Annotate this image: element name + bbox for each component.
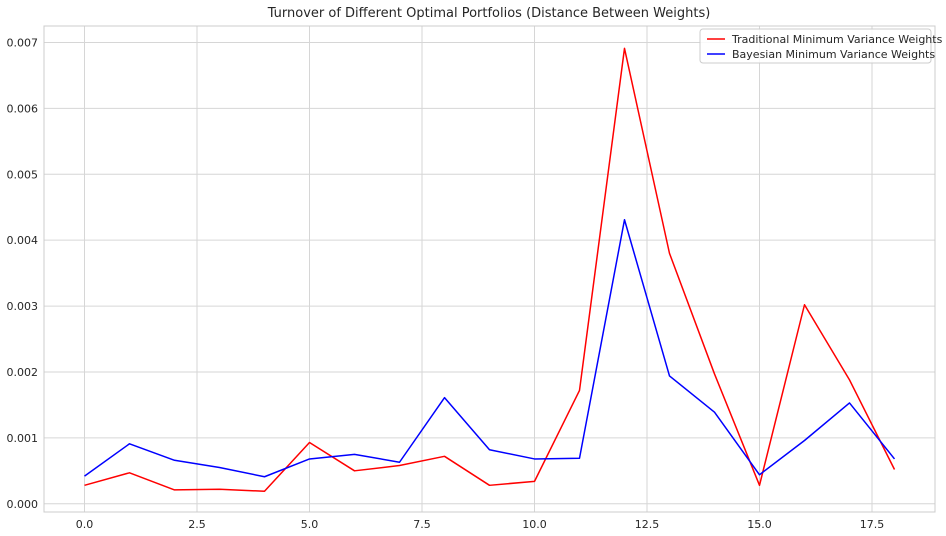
x-tick-label: 10.0 (522, 518, 547, 531)
y-tick-label: 0.007 (7, 36, 39, 49)
plot-frame (43, 25, 936, 513)
legend-entry-label: Traditional Minimum Variance Weights (731, 33, 943, 46)
x-tick-label: 17.5 (860, 518, 885, 531)
x-tick-label: 15.0 (747, 518, 772, 531)
x-tick-label: 2.5 (188, 518, 206, 531)
x-tick-label: 12.5 (635, 518, 660, 531)
y-tick-label: 0.004 (7, 234, 39, 247)
y-tick-label: 0.005 (7, 168, 39, 181)
chart-title: Turnover of Different Optimal Portfolios… (267, 6, 711, 21)
y-tick-label: 0.006 (7, 102, 39, 115)
y-tick-label: 0.002 (7, 366, 39, 379)
x-tick-label: 0.0 (76, 518, 94, 531)
y-tick-label: 0.003 (7, 300, 39, 313)
series-line-bayesian (84, 218, 896, 478)
x-tick-label: 5.0 (301, 518, 319, 531)
y-tick-label: 0.000 (7, 498, 39, 511)
y-tick-label: 0.001 (7, 432, 39, 445)
plot-area: 0.0 2.5 5.0 7.5 10.0 12.5 15.0 17.5 0.000 0.001 0.… (7, 25, 943, 531)
series-line-traditional (84, 47, 896, 492)
plot-background (44, 26, 935, 512)
x-tick-label: 7.5 (413, 518, 431, 531)
legend-entry-label: Bayesian Minimum Variance Weights (732, 48, 935, 61)
legend-box (699, 28, 932, 64)
